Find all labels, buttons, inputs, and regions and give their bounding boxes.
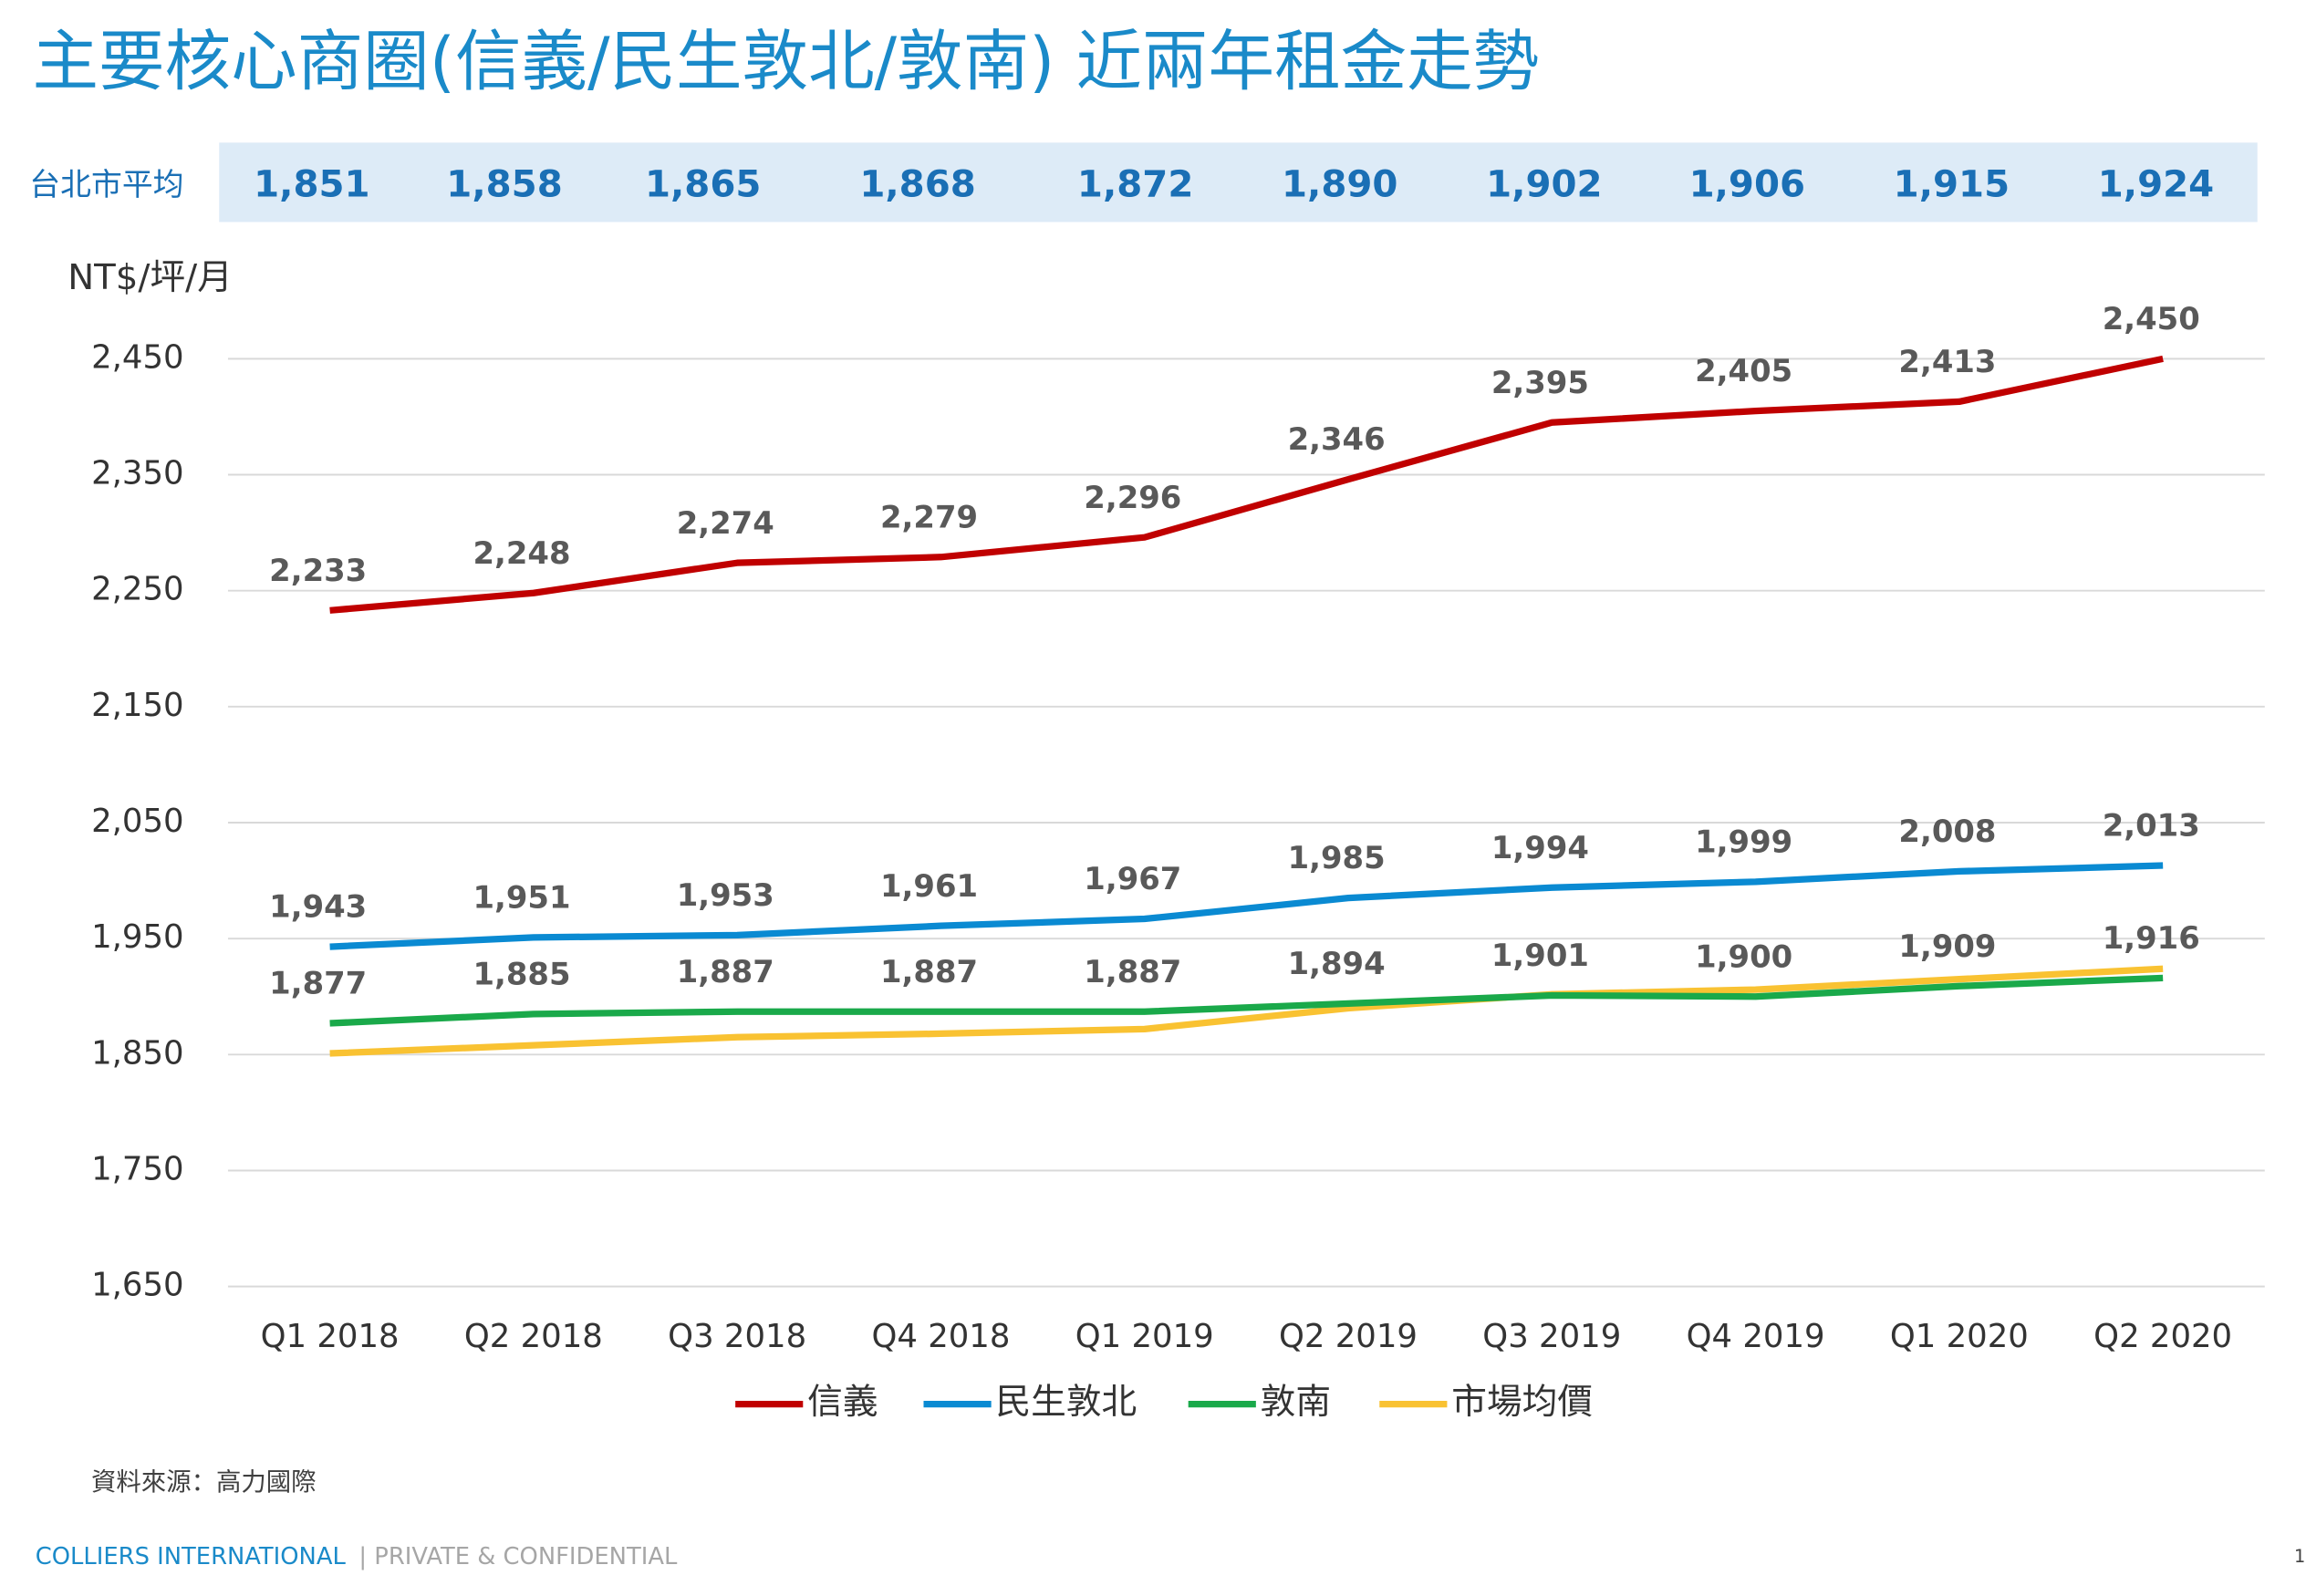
data-label: 2,279 bbox=[880, 499, 978, 534]
average-value: 1,872 bbox=[1077, 163, 1193, 206]
average-value: 1,858 bbox=[446, 163, 562, 206]
y-tick-label: 2,350 bbox=[91, 455, 183, 492]
x-tick-label: Q1 2020 bbox=[1890, 1318, 2029, 1355]
average-value: 1,902 bbox=[1486, 163, 1602, 206]
data-label: 2,413 bbox=[1898, 344, 1996, 379]
x-tick-label: Q4 2019 bbox=[1687, 1318, 1825, 1355]
x-tick-label: Q2 2018 bbox=[464, 1318, 603, 1355]
series-line bbox=[329, 862, 2164, 950]
x-tick-label: Q3 2019 bbox=[1482, 1318, 1621, 1355]
data-label: 1,999 bbox=[1695, 824, 1792, 859]
average-row-bg bbox=[219, 142, 2258, 223]
data-label: 1,951 bbox=[473, 879, 570, 915]
data-label: 1,994 bbox=[1491, 830, 1589, 865]
data-label: 1,887 bbox=[677, 954, 774, 990]
average-row-label: 台北市平均 bbox=[29, 167, 183, 202]
data-label: 1,909 bbox=[1898, 928, 1996, 964]
x-tick-label: Q2 2020 bbox=[2093, 1318, 2232, 1355]
y-tick-label: 1,650 bbox=[91, 1267, 183, 1304]
average-value: 1,890 bbox=[1282, 163, 1397, 206]
average-value: 1,924 bbox=[2098, 163, 2214, 206]
x-tick-label: Q4 2018 bbox=[871, 1318, 1010, 1355]
x-tick-label: Q2 2019 bbox=[1279, 1318, 1418, 1355]
data-label: 2,013 bbox=[2103, 808, 2200, 844]
data-label: 2,274 bbox=[677, 505, 774, 541]
data-label: 1,900 bbox=[1695, 938, 1792, 974]
data-label: 1,967 bbox=[1084, 861, 1181, 896]
page-number: 1 bbox=[2294, 1546, 2305, 1567]
x-tick-label: Q1 2018 bbox=[261, 1318, 400, 1355]
data-label: 2,395 bbox=[1491, 365, 1589, 400]
series-line bbox=[329, 974, 2164, 1027]
legend-label: 敦南 bbox=[1261, 1382, 1331, 1423]
average-value: 1,851 bbox=[254, 163, 369, 206]
average-value: 1,868 bbox=[859, 163, 975, 206]
data-label: 1,985 bbox=[1288, 840, 1386, 876]
data-label: 2,248 bbox=[473, 535, 570, 571]
data-label: 1,885 bbox=[473, 956, 570, 991]
y-tick-label: 1,750 bbox=[91, 1150, 183, 1187]
data-label: 1,901 bbox=[1491, 938, 1589, 973]
average-value: 1,906 bbox=[1689, 163, 1805, 206]
y-tick-label: 1,850 bbox=[91, 1034, 183, 1072]
data-label: 2,405 bbox=[1695, 353, 1792, 389]
series-line bbox=[329, 965, 2164, 1057]
x-tick-label: Q3 2018 bbox=[668, 1318, 806, 1355]
slide-title: 主要核心商圈(信義/民生敦北/敦南) 近兩年租金走勢 bbox=[33, 25, 1540, 101]
data-label: 1,943 bbox=[269, 889, 367, 925]
series-line bbox=[329, 355, 2164, 614]
y-tick-label: 2,250 bbox=[91, 571, 183, 608]
data-label: 1,877 bbox=[269, 966, 367, 1001]
y-tick-label: 1,950 bbox=[91, 918, 183, 956]
data-label: 1,894 bbox=[1288, 946, 1386, 981]
data-label: 2,296 bbox=[1084, 480, 1181, 515]
data-label: 1,887 bbox=[1084, 954, 1181, 990]
footer-brand: COLLIERS INTERNATIONAL bbox=[36, 1543, 347, 1570]
y-axis-label: NT$/坪/月 bbox=[68, 257, 233, 298]
average-value: 1,915 bbox=[1894, 163, 2010, 206]
y-tick-label: 2,150 bbox=[91, 687, 183, 724]
average-value: 1,865 bbox=[645, 163, 761, 206]
plot: 1,650 1,750 1,850 1,950 2,050 2,150 2,250 2,350… bbox=[91, 163, 2265, 1423]
y-tick-label: 2,050 bbox=[91, 803, 183, 840]
data-label: 2,008 bbox=[1898, 814, 1996, 849]
y-tick-label: 2,450 bbox=[91, 338, 183, 376]
footer-note: | PRIVATE & CONFIDENTIAL bbox=[358, 1543, 678, 1570]
data-label: 2,346 bbox=[1288, 421, 1386, 457]
legend-label: 信義 bbox=[807, 1382, 878, 1423]
data-label: 1,916 bbox=[2103, 920, 2200, 956]
data-label: 1,961 bbox=[880, 868, 978, 904]
x-tick-label: Q1 2019 bbox=[1075, 1318, 1214, 1355]
source-note: 資料來源：高力國際 bbox=[91, 1468, 317, 1497]
data-label: 1,887 bbox=[880, 954, 978, 990]
data-label: 2,233 bbox=[269, 553, 367, 588]
legend-label: 市場均價 bbox=[1451, 1382, 1593, 1423]
data-label: 1,953 bbox=[677, 877, 774, 913]
legend-label: 民生敦北 bbox=[995, 1382, 1137, 1423]
data-label: 2,450 bbox=[2103, 301, 2200, 337]
